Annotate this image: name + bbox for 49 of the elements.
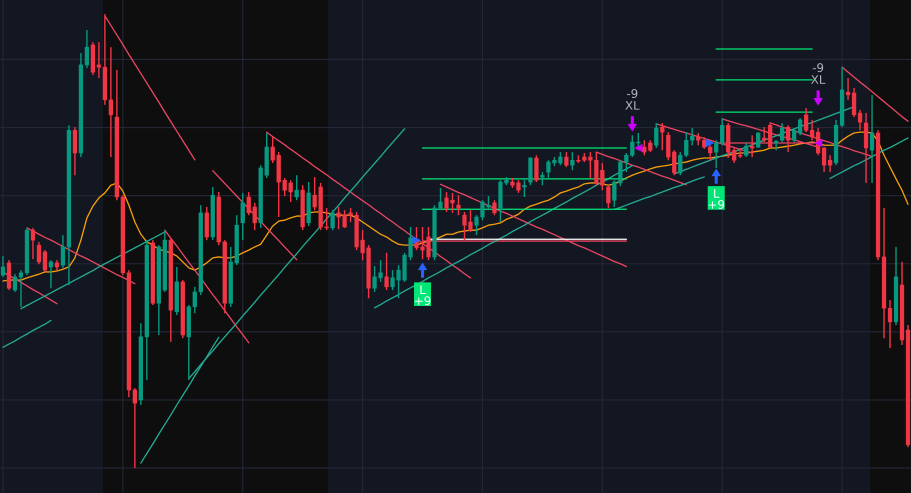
series-label: L +9 bbox=[708, 189, 724, 209]
candlestick bbox=[744, 142, 748, 158]
candlestick bbox=[438, 187, 443, 211]
candlestick bbox=[780, 122, 784, 143]
candlestick bbox=[888, 299, 892, 349]
candlestick bbox=[384, 252, 389, 291]
point bbox=[814, 138, 822, 148]
candlestick bbox=[654, 122, 658, 149]
candlestick bbox=[30, 227, 36, 260]
candlestick bbox=[756, 131, 760, 149]
candlestick bbox=[786, 124, 790, 153]
candlestick bbox=[72, 126, 78, 176]
candlestick bbox=[486, 195, 491, 211]
candlestick bbox=[54, 259, 60, 271]
candlestick bbox=[564, 151, 569, 168]
candlestick bbox=[330, 209, 335, 231]
candlestick bbox=[750, 134, 754, 158]
candlestick bbox=[570, 151, 575, 171]
text: -9 XL bbox=[811, 63, 826, 84]
series-label: -9 XL bbox=[625, 89, 640, 110]
candlestick bbox=[18, 269, 24, 308]
point bbox=[706, 138, 714, 148]
candlestick bbox=[522, 180, 527, 198]
candlestick bbox=[444, 191, 449, 213]
candlestick bbox=[0, 255, 6, 278]
candlestick bbox=[426, 226, 431, 261]
candlestick bbox=[468, 209, 473, 233]
candlestick bbox=[294, 174, 299, 201]
candlestick bbox=[774, 140, 778, 151]
candlestick bbox=[462, 211, 467, 241]
candlestick bbox=[48, 259, 54, 289]
candlestick bbox=[42, 249, 48, 273]
candlestick bbox=[474, 214, 479, 236]
candlestick bbox=[420, 226, 425, 260]
candlestick bbox=[534, 154, 539, 183]
candlestick bbox=[492, 200, 497, 216]
candlestick bbox=[540, 171, 545, 186]
candlestick bbox=[480, 200, 485, 221]
candlestick bbox=[36, 241, 42, 265]
candlestick bbox=[408, 226, 413, 261]
point bbox=[634, 144, 642, 152]
candlestick bbox=[240, 192, 245, 241]
text: L +9 bbox=[415, 285, 430, 306]
point bbox=[412, 236, 421, 244]
candlestick bbox=[660, 122, 664, 151]
candlestick bbox=[858, 109, 862, 131]
candlestick bbox=[870, 94, 874, 184]
candlestick bbox=[606, 184, 610, 209]
candlestick bbox=[12, 273, 18, 293]
